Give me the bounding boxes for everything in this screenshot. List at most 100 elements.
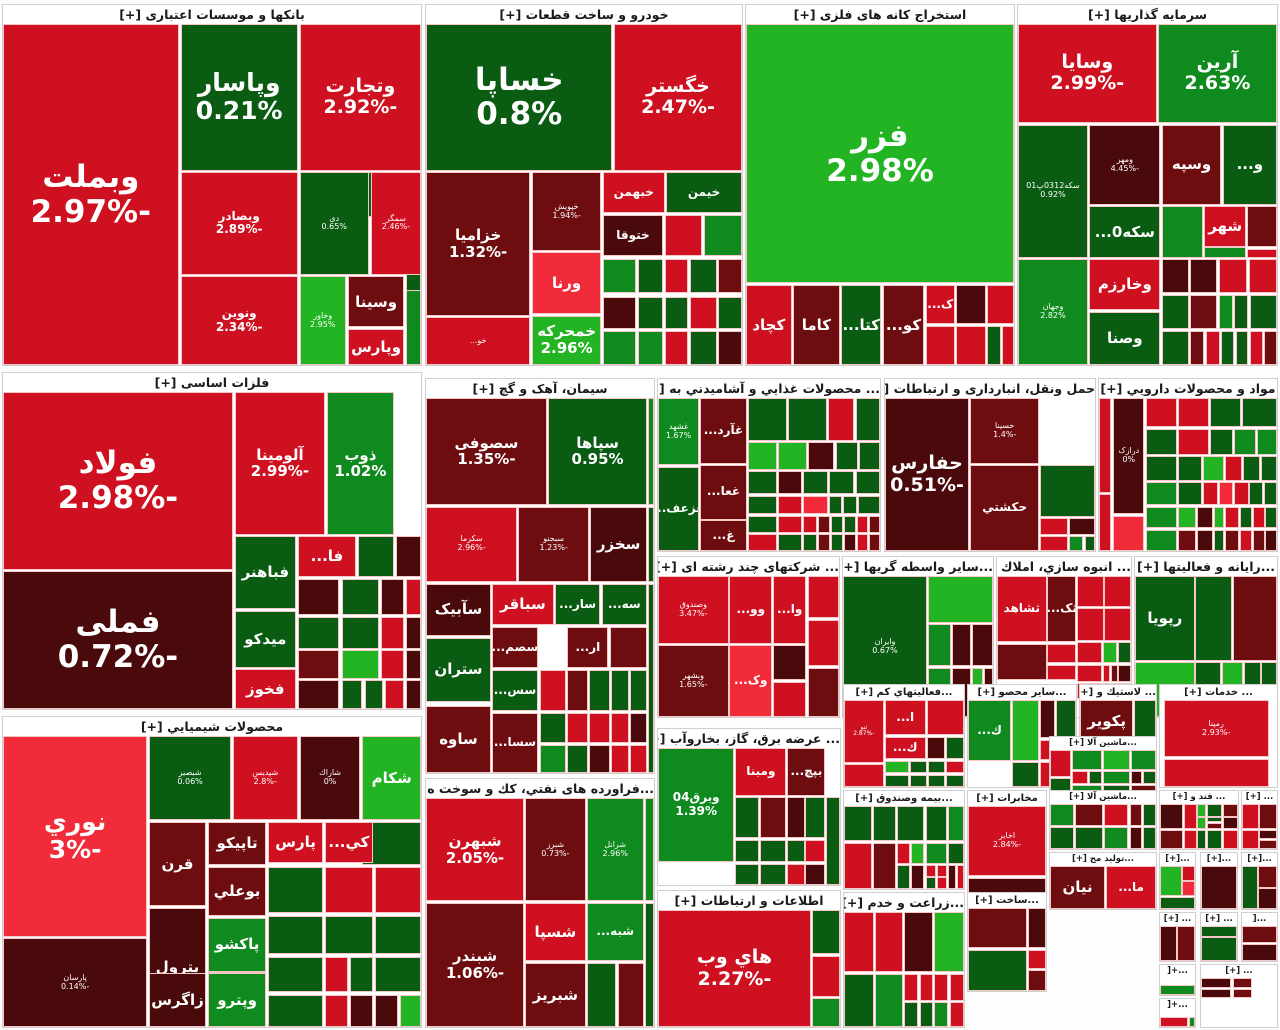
heatmap-tile-mining-3[interactable]: کتا...	[841, 284, 882, 365]
heatmap-tile[interactable]	[324, 957, 348, 993]
heatmap-tile[interactable]	[835, 442, 858, 470]
heatmap-tile-investments-1[interactable]: آرین 2.63%	[1157, 24, 1277, 123]
heatmap-tile[interactable]	[1204, 247, 1246, 258]
sector-panel-misc7[interactable]: ...[	[1241, 912, 1278, 962]
sector-panel-misc9[interactable]: ...+[	[1159, 998, 1196, 1028]
heatmap-tile-auto-7[interactable]: ختوقا	[602, 214, 663, 256]
heatmap-tile[interactable]	[1234, 428, 1256, 455]
sector-title-misc9[interactable]: ...+[	[1160, 999, 1195, 1012]
sector-title-insurance[interactable]: ...بیمه وصندوق [+]	[844, 791, 964, 806]
heatmap-tile[interactable]	[910, 774, 927, 787]
heatmap-tile-banks-3[interactable]: وبصادر -2.89%	[180, 172, 298, 275]
heatmap-tile[interactable]	[268, 916, 323, 955]
heatmap-tile[interactable]	[381, 579, 405, 616]
heatmap-tile[interactable]	[1076, 664, 1103, 682]
sector-panel-misc3[interactable]: ...[+]	[1200, 852, 1238, 910]
heatmap-tile-investments-0[interactable]: وسایا -2.99%	[1018, 24, 1157, 123]
sector-panel-machinery1[interactable]: ...ماشین آلا [+]	[1049, 736, 1157, 796]
heatmap-tile-multi-0[interactable]: وصندوق -3.47%	[658, 576, 729, 644]
heatmap-tile[interactable]	[1050, 804, 1075, 826]
heatmap-tile[interactable]	[1225, 506, 1239, 529]
heatmap-tile[interactable]	[704, 214, 742, 256]
heatmap-tile-chemicals-9[interactable]: کي...	[324, 821, 373, 863]
heatmap-tile[interactable]	[872, 806, 896, 841]
heatmap-tile[interactable]	[375, 957, 421, 993]
heatmap-tile[interactable]	[689, 259, 717, 294]
heatmap-tile[interactable]	[1223, 804, 1238, 817]
heatmap-tile[interactable]	[927, 576, 993, 623]
heatmap-tile[interactable]	[1182, 881, 1195, 897]
heatmap-tile[interactable]	[747, 495, 777, 515]
heatmap-tile[interactable]	[268, 866, 323, 914]
heatmap-tile[interactable]	[968, 908, 1028, 948]
heatmap-tile[interactable]	[1197, 817, 1207, 829]
sector-panel-transport[interactable]: حمل ونقل، انبارداری و ارتباطات [+] حفارس -…	[884, 378, 1096, 552]
heatmap-tile[interactable]	[637, 296, 663, 330]
heatmap-tile-refining-3[interactable]: شرانل 2.96%	[586, 798, 644, 902]
sector-title-misc7[interactable]: ...[	[1242, 913, 1277, 926]
heatmap-tile[interactable]	[808, 667, 839, 717]
heatmap-tile[interactable]	[956, 325, 986, 365]
heatmap-tile[interactable]	[637, 330, 663, 365]
heatmap-tile[interactable]	[1117, 642, 1131, 664]
heatmap-tile[interactable]	[297, 680, 340, 709]
sector-title-misc8[interactable]: ...+[	[1160, 965, 1195, 978]
heatmap-tile[interactable]	[1129, 826, 1143, 849]
sector-title-otherproducts[interactable]: ...سایر محصو [+]	[968, 685, 1076, 700]
heatmap-tile[interactable]	[896, 806, 925, 841]
heatmap-tile[interactable]	[1206, 829, 1223, 849]
heatmap-tile[interactable]	[1072, 771, 1089, 784]
heatmap-tile[interactable]	[1232, 978, 1252, 988]
heatmap-tile-chemicals-3[interactable]: شپدیس -2.8%	[232, 736, 298, 821]
heatmap-tile[interactable]	[602, 259, 637, 294]
heatmap-tile[interactable]	[934, 912, 964, 972]
sector-panel-agriculture[interactable]: ...زراعت و خدم [+]	[843, 892, 965, 1028]
heatmap-tile[interactable]	[856, 515, 868, 533]
heatmap-tile-banks-0[interactable]: وبملت -2.97%	[3, 24, 179, 365]
heatmap-tile[interactable]	[540, 744, 567, 773]
heatmap-tile-chemicals-0[interactable]: نوري -3%	[3, 736, 148, 937]
heatmap-tile-chemicals-8[interactable]: پارس	[268, 821, 323, 863]
heatmap-tile[interactable]	[1146, 398, 1178, 428]
sector-panel-power[interactable]: ... عرضه برق، گاز، بخاروآب [+] وبرق04 1.39…	[657, 728, 841, 886]
heatmap-tile-cement-14[interactable]: سسا...	[492, 713, 538, 773]
heatmap-tile-auto-6[interactable]: خیمن	[666, 172, 742, 214]
heatmap-tile-chemicals-7[interactable]: تاپیکو	[207, 821, 267, 866]
heatmap-tile[interactable]	[1047, 664, 1077, 681]
heatmap-tile[interactable]	[1223, 829, 1238, 849]
heatmap-tile[interactable]	[1028, 970, 1046, 991]
heatmap-tile[interactable]	[787, 797, 805, 839]
heatmap-tile[interactable]	[805, 863, 826, 885]
heatmap-tile-banks-2[interactable]: وتجارت -2.92%	[299, 24, 421, 171]
heatmap-tile[interactable]	[589, 669, 610, 712]
heatmap-tile[interactable]	[787, 398, 827, 441]
heatmap-tile[interactable]	[1203, 456, 1225, 481]
heatmap-tile[interactable]	[968, 949, 1028, 991]
heatmap-tile[interactable]	[648, 398, 654, 505]
heatmap-tile[interactable]	[787, 863, 805, 885]
heatmap-tile[interactable]	[968, 878, 1046, 893]
heatmap-tile[interactable]	[1242, 804, 1259, 830]
sector-panel-cement[interactable]: سیمان، آهک و گچ [+] سصوفی -1.35% سپاها 0.95%…	[425, 378, 655, 774]
heatmap-tile-auto-0[interactable]: خساپا 0.8%	[426, 24, 613, 171]
heatmap-tile[interactable]	[1146, 428, 1178, 455]
sector-title-auto[interactable]: خودرو و ساخت قطعات [+]	[426, 5, 742, 24]
heatmap-tile[interactable]	[1056, 700, 1076, 739]
heatmap-tile-ict-0[interactable]: هاي وب -2.27%	[658, 910, 811, 1027]
sector-panel-misc8[interactable]: ...+[	[1159, 964, 1196, 996]
heatmap-tile[interactable]	[1201, 866, 1237, 909]
heatmap-tile-computer-0[interactable]: رپویا	[1135, 576, 1195, 661]
heatmap-tile-lowactivity-1[interactable]: ا...	[884, 700, 926, 735]
heatmap-tile[interactable]	[777, 471, 803, 495]
sector-title-misc2[interactable]: ...[+]	[1160, 853, 1195, 866]
heatmap-tile[interactable]	[381, 617, 405, 649]
heatmap-tile[interactable]	[896, 842, 910, 865]
sector-title-misc4[interactable]: ...[+]	[1242, 853, 1277, 866]
heatmap-tile[interactable]	[1247, 249, 1277, 258]
heatmap-tile-investments-3[interactable]: ومهر -4.45%	[1089, 124, 1161, 205]
heatmap-tile[interactable]	[609, 626, 648, 668]
heatmap-tile[interactable]	[1206, 817, 1223, 823]
heatmap-tile[interactable]	[777, 534, 803, 551]
heatmap-tile[interactable]	[1160, 926, 1177, 961]
heatmap-tile-investments-6[interactable]: سکه0...	[1089, 206, 1161, 258]
